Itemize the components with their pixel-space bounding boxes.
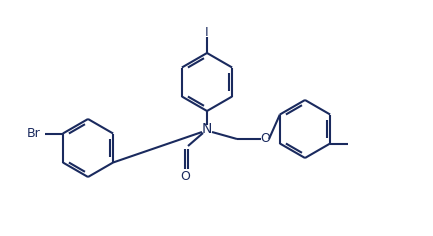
Text: Br: Br [27, 127, 41, 140]
Text: O: O [260, 132, 270, 146]
Text: O: O [180, 169, 190, 182]
Text: N: N [202, 122, 212, 136]
Text: I: I [205, 26, 209, 39]
